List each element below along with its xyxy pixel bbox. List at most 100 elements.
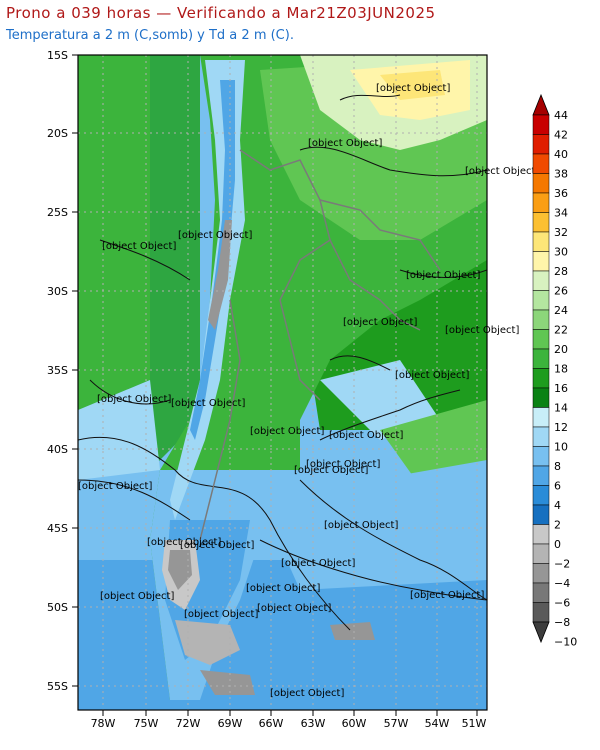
colorbar-swatch [532, 309, 550, 330]
colorbar-label: −10 [554, 636, 577, 649]
colorbar-swatch [532, 153, 550, 174]
lat-tick-label: 55S [47, 680, 68, 693]
colorbar-label: −8 [554, 616, 570, 629]
colorbar-label: −2 [554, 558, 570, 571]
map-title: Prono a 039 horas — Verificando a Mar21Z… [6, 4, 436, 22]
colorbar-label: 42 [554, 129, 568, 142]
contour-label: [object Object] [270, 688, 344, 699]
lon-tick-label: 57W [384, 717, 409, 730]
lat-tick-label: 50S [47, 601, 68, 614]
colorbar-label: 6 [554, 480, 561, 493]
colorbar-label: 28 [554, 265, 568, 278]
contour-label: [object Object] [329, 430, 403, 441]
colorbar-label: 8 [554, 460, 561, 473]
colorbar-label: 22 [554, 324, 568, 337]
dewpoint-contours [78, 94, 487, 631]
colorbar: 4442403836343230282624222018161412108642… [532, 93, 577, 649]
lat-tick-label: 45S [47, 522, 68, 535]
contour-label: [object Object] [246, 583, 320, 594]
graticule [78, 55, 487, 710]
colorbar-label: 30 [554, 246, 568, 259]
lat-tick-label: 35S [47, 364, 68, 377]
contour-label: [object Object] [250, 426, 324, 437]
colorbar-min-arrow [532, 621, 550, 644]
colorbar-label: 0 [554, 538, 561, 551]
colorbar-swatch [532, 251, 550, 272]
colorbar-swatch [532, 368, 550, 389]
colorbar-label: 38 [554, 168, 568, 181]
colorbar-label: −6 [554, 597, 570, 610]
longitude-axis: 78W 75W 72W 69W 66W 63W 60W 57W 54W 51W [91, 710, 487, 730]
lat-tick-label: 40S [47, 443, 68, 456]
lon-tick-label: 75W [134, 717, 159, 730]
lon-tick-label: 54W [425, 717, 450, 730]
lat-tick-label: 30S [47, 285, 68, 298]
map-shading [78, 55, 487, 710]
colorbar-swatch [532, 329, 550, 350]
contour-label: [object Object] [406, 270, 480, 281]
colorbar-label: 24 [554, 304, 568, 317]
colorbar-label: 26 [554, 285, 568, 298]
colorbar-swatch [532, 465, 550, 486]
colorbar-swatch [532, 114, 550, 135]
contour-label: [object Object] [184, 609, 258, 620]
lon-tick-label: 69W [218, 717, 243, 730]
colorbar-swatch [532, 504, 550, 525]
colorbar-label: 2 [554, 519, 561, 532]
contour-label: [object Object] [465, 166, 539, 177]
contour-label: [object Object] [102, 241, 176, 252]
lon-tick-label: 72W [176, 717, 201, 730]
contour-label: [object Object] [395, 370, 469, 381]
contour-label: [object Object] [308, 138, 382, 149]
contour-label: [object Object] [410, 590, 484, 601]
colorbar-swatch [532, 582, 550, 603]
colorbar-swatch [532, 426, 550, 447]
colorbar-label: 12 [554, 421, 568, 434]
colorbar-swatch [532, 524, 550, 545]
contour-label: [object Object] [147, 537, 221, 548]
colorbar-swatch [532, 485, 550, 506]
colorbar-label: 16 [554, 382, 568, 395]
contour-label: [object Object] [257, 603, 331, 614]
contour-label: [object Object] [306, 459, 380, 470]
colorbar-swatch [532, 134, 550, 155]
contour-label: [object Object] [97, 394, 171, 405]
colorbar-swatch [532, 173, 550, 194]
colorbar-label: 36 [554, 187, 568, 200]
contour-label: [object Object] [343, 317, 417, 328]
colorbar-label: 44 [554, 109, 568, 122]
colorbar-swatch [532, 387, 550, 408]
colorbar-label: 14 [554, 402, 568, 415]
lon-tick-label: 63W [301, 717, 326, 730]
contour-label: [object Object] [180, 540, 254, 551]
contour-label: [object Object] [281, 558, 355, 569]
lon-tick-label: 66W [259, 717, 284, 730]
contour-label: [object Object] [376, 83, 450, 94]
colorbar-max-arrow [532, 93, 550, 116]
colorbar-swatch [532, 270, 550, 291]
colorbar-swatch [532, 192, 550, 213]
lat-tick-label: 20S [47, 127, 68, 140]
colorbar-swatch [532, 348, 550, 369]
latitude-axis: 15S 20S 25S 30S 35S 40S 45S 50S 55S [47, 49, 78, 693]
lon-tick-label: 51W [462, 717, 487, 730]
lon-tick-label: 60W [342, 717, 367, 730]
colorbar-swatch [532, 543, 550, 564]
colorbar-label: 18 [554, 363, 568, 376]
colorbar-label: 20 [554, 343, 568, 356]
colorbar-swatch [532, 563, 550, 584]
country-borders [199, 149, 441, 541]
contour-label: [object Object] [178, 230, 252, 241]
map-frame [77, 54, 488, 711]
contour-label: [object Object] [100, 591, 174, 602]
map-subtitle: Temperatura a 2 m (C,somb) y Td a 2 m (C… [6, 28, 294, 43]
contour-label: [object Object] [294, 465, 368, 476]
colorbar-swatch [532, 602, 550, 623]
colorbar-swatch [532, 446, 550, 467]
colorbar-label: 10 [554, 441, 568, 454]
contour-label: [object Object] [78, 481, 152, 492]
colorbar-label: −4 [554, 577, 570, 590]
colorbar-label: 34 [554, 207, 568, 220]
colorbar-label: 4 [554, 499, 561, 512]
